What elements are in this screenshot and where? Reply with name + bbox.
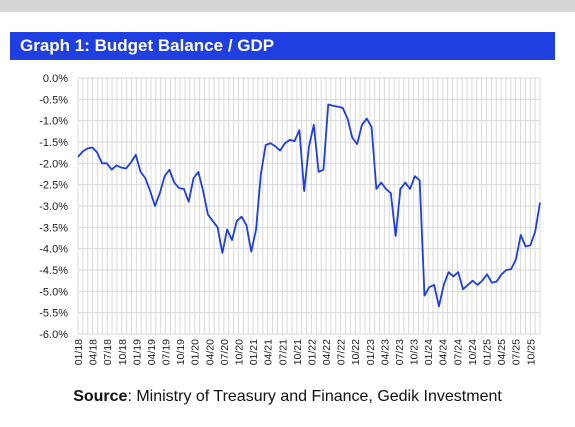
x-tick-label: 01/20 [190,339,202,365]
y-tick-label: -2.0% [39,158,68,170]
y-tick-label: -2.5% [39,180,68,192]
x-tick-label: 10/21 [292,339,304,365]
x-tick-label: 07/19 [161,339,173,365]
x-axis-tick-labels: 01/18 04/18 07/18 10/18 01/19 04/19 07/19 10/19… [73,339,537,365]
x-tick-label: 07/25 [511,339,523,365]
chart-title: Graph 1: Budget Balance / GDP [10,32,555,60]
x-tick-label: 04/22 [321,339,333,365]
x-tick-label: 10/20 [233,339,245,365]
horizontal-gridlines [78,77,540,335]
x-tick-label: 04/19 [146,339,158,365]
x-tick-label: 04/23 [379,339,391,365]
x-tick-label: 01/22 [306,339,318,365]
source-note: Source: Ministry of Treasury and Finance… [0,388,575,406]
source-text: : Ministry of Treasury and Finance, Gedi… [127,388,502,405]
budget-balance-chart: 0.0% -0.5% -1.0% -1.5% -2.0% -2.5% -3.0% -3.5% -… [39,73,541,365]
x-tick-label: 04/18 [88,339,100,365]
x-tick-label: 07/21 [277,339,289,365]
y-tick-label: -6.0% [39,329,68,341]
top-strip [0,0,575,12]
y-tick-label: -1.0% [39,116,68,128]
x-tick-label: 10/25 [525,339,537,365]
source-label: Source [73,388,128,405]
y-axis-tick-labels: 0.0% -0.5% -1.0% -1.5% -2.0% -2.5% -3.0% -3.5% -… [39,73,68,341]
x-tick-label: 01/19 [131,339,143,365]
x-tick-label: 04/25 [496,339,508,365]
series-line [77,103,541,308]
x-tick-label: 04/24 [438,339,450,365]
x-tick-label: 07/22 [336,339,348,365]
x-tick-label: 10/24 [467,339,479,365]
y-tick-label: -5.0% [39,286,68,298]
x-tick-label: 10/19 [175,339,187,365]
x-tick-label: 01/21 [248,339,260,365]
x-tick-label: 01/18 [73,339,85,365]
x-tick-label: 04/21 [263,339,275,365]
x-tick-label: 10/22 [350,339,362,365]
x-tick-label: 01/23 [365,339,377,365]
y-tick-label: -4.0% [39,244,68,256]
x-tick-label: 01/25 [482,339,494,365]
y-tick-label: -5.5% [39,308,68,320]
x-tick-label: 04/20 [204,339,216,365]
y-tick-label: -3.5% [39,222,68,234]
y-tick-label: -4.5% [39,265,68,277]
x-tick-label: 10/18 [117,339,129,365]
x-tick-label: 01/24 [423,339,435,365]
y-tick-label: -0.5% [39,94,68,106]
x-tick-label: 07/24 [452,339,464,365]
x-tick-label: 07/20 [219,339,231,365]
y-tick-label: 0.0% [43,73,68,85]
x-tick-label: 07/23 [394,339,406,365]
y-tick-label: -1.5% [39,137,68,149]
y-tick-label: -3.0% [39,201,68,213]
x-tick-label: 07/18 [102,339,114,365]
x-tick-label: 10/23 [409,339,421,365]
